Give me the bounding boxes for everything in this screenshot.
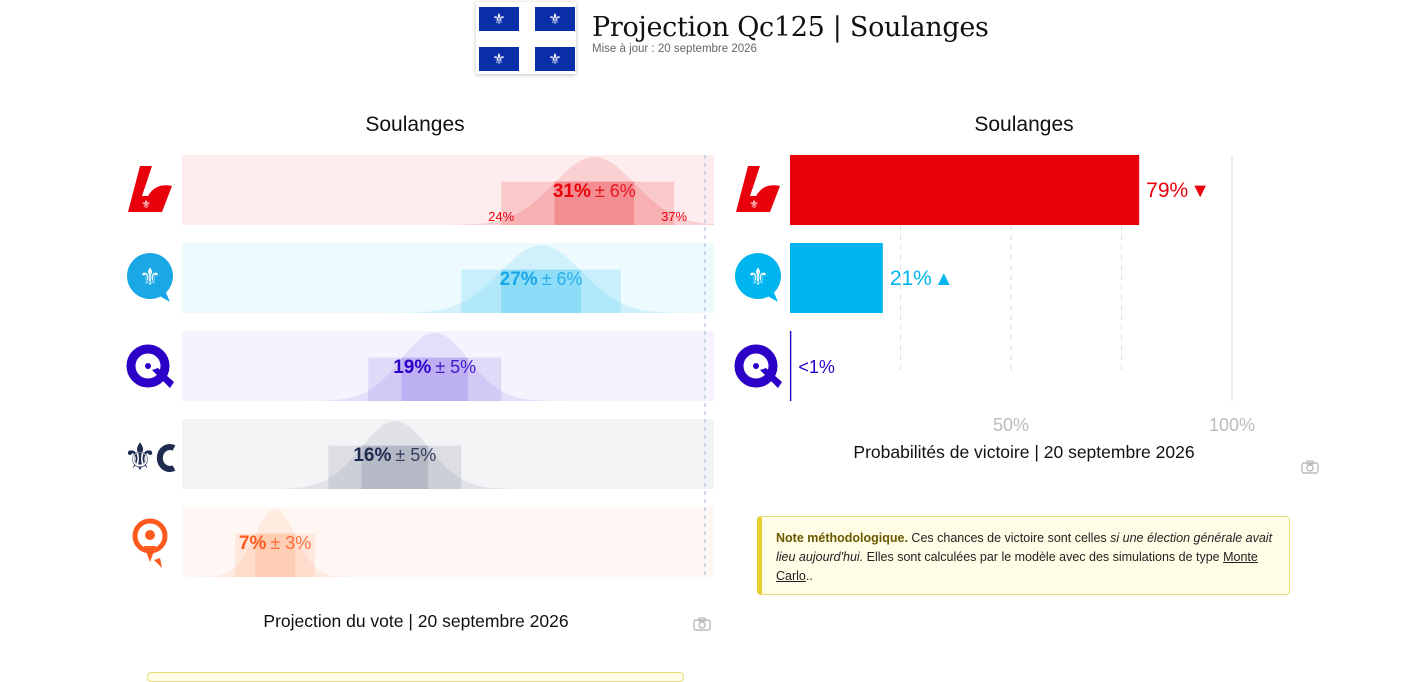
vote-value-label: 16% ± 5%: [353, 445, 436, 466]
vote-margin: ± 3%: [270, 533, 311, 553]
pq-logo-icon: ⚜: [735, 253, 781, 302]
confidence-interval-outer: [235, 533, 315, 577]
vote-value: 7%: [239, 533, 267, 554]
update-date: Mise à jour : 20 septembre 2026: [592, 43, 757, 56]
caq-logo-icon: [734, 344, 782, 388]
camera-icon[interactable]: [1301, 460, 1319, 474]
page-title: Projection Qc125 | Soulanges: [592, 12, 989, 43]
vote-margin: ± 6%: [542, 269, 583, 289]
vote-chart-caption: Projection du vote | 20 septembre 2026: [263, 611, 569, 631]
confidence-interval-inner: [361, 445, 429, 489]
confidence-interval-inner: [501, 269, 581, 313]
probability-bar: [790, 155, 1140, 225]
note-heading: Note méthodologique.: [776, 531, 908, 545]
page-header: ⚜ ⚜ ⚜ ⚜ Projection Qc125 | Soulanges Mis…: [476, 2, 989, 74]
svg-text:⚜: ⚜: [141, 199, 151, 211]
confidence-interval-outer: [368, 357, 502, 401]
probability-bar: [790, 331, 792, 401]
distribution-curve: [182, 421, 714, 489]
camera-icon[interactable]: [693, 617, 711, 631]
vote-row: 19% ± 5%: [182, 331, 714, 401]
probability-label: 21% ▲: [890, 267, 954, 290]
win-chart-title: Soulanges: [974, 113, 1074, 136]
plq-logo-icon: ⚜: [736, 166, 780, 212]
note-end: ..: [805, 569, 813, 583]
confidence-interval-outer: [501, 181, 675, 225]
pcq-logo-icon: ⚜: [123, 437, 176, 479]
vote-row: 7% ± 3%: [182, 507, 714, 577]
vote-row: 16% ± 5%: [182, 419, 714, 489]
svg-text:⚜: ⚜: [123, 437, 157, 479]
vote-chart-title: Soulanges: [365, 113, 465, 136]
distribution-curve: [182, 333, 714, 401]
vote-value-label: 27% ± 6%: [500, 269, 583, 290]
methodology-note: Note méthodologique. Ces chances de vict…: [757, 516, 1290, 595]
qs-logo-icon: [132, 518, 168, 568]
vote-value-label: 31% ± 6%: [553, 181, 636, 202]
confidence-interval-outer: [328, 445, 462, 489]
plq-logo-icon: ⚜: [128, 166, 172, 212]
x-tick-label: 100%: [1209, 415, 1255, 435]
vote-value: 19%: [393, 357, 431, 378]
win-probability-chart: 50% 100% 79% ▼ ⚜ 21% ▲ ⚜ <1%: [734, 155, 1255, 435]
pq-logo-icon: ⚜: [127, 253, 173, 302]
interval-high-label: 37%: [661, 209, 687, 224]
note-italic: si une élection générale avait lieu aujo…: [776, 531, 1273, 564]
vote-value-label: 7% ± 3%: [239, 533, 311, 554]
x-tick-label: 50%: [993, 415, 1029, 435]
vote-row-background: [182, 507, 714, 577]
vote-margin: ± 6%: [595, 181, 636, 201]
vote-margin: ± 5%: [395, 445, 436, 465]
note-text-1: Ces chances de victoire sont celles: [911, 531, 1107, 545]
vote-row: 31% ± 6% 24% 37%: [182, 155, 714, 225]
note-text-2: Elles sont calculées par le modèle avec …: [866, 550, 1220, 564]
vote-row-background: [182, 419, 714, 489]
vote-value: 16%: [353, 445, 391, 466]
distribution-curve: [182, 157, 714, 225]
probability-label: 79% ▼: [1146, 179, 1210, 202]
confidence-interval-outer: [461, 269, 621, 313]
monte-carlo-link[interactable]: Monte Carlo: [776, 550, 1258, 583]
vote-value-label: 19% ± 5%: [393, 357, 476, 378]
svg-text:⚜: ⚜: [747, 264, 769, 291]
caq-logo-icon: [126, 344, 174, 388]
svg-text:⚜: ⚜: [749, 199, 759, 211]
vote-row: 27% ± 6%: [182, 243, 714, 313]
win-chart-caption: Probabilités de victoire | 20 septembre …: [853, 442, 1195, 462]
trend-icon: ▼: [1190, 180, 1210, 202]
confidence-interval-inner: [554, 181, 635, 225]
vote-row-background: [182, 155, 714, 225]
vote-value: 31%: [553, 181, 591, 202]
quebec-flag-icon: ⚜ ⚜ ⚜ ⚜: [476, 2, 576, 74]
vote-value: 27%: [500, 269, 538, 290]
vote-margin: ± 5%: [435, 357, 476, 377]
trend-icon: ▲: [934, 268, 954, 290]
vote-projection-chart: 31% ± 6%24% 37%⚜27% ± 6%⚜19% ± 5%16% ± 5%⚜7% ±…: [123, 155, 714, 577]
confidence-interval-inner: [401, 357, 468, 401]
vote-row-background: [182, 243, 714, 313]
probability-label: <1%: [798, 357, 835, 377]
probability-bar: [790, 243, 883, 313]
svg-text:⚜: ⚜: [139, 264, 161, 291]
vote-row-background: [182, 331, 714, 401]
confidence-interval-inner: [255, 533, 296, 577]
interval-low-label: 24%: [488, 209, 514, 224]
distribution-curve: [182, 509, 714, 577]
distribution-curve: [182, 245, 714, 313]
